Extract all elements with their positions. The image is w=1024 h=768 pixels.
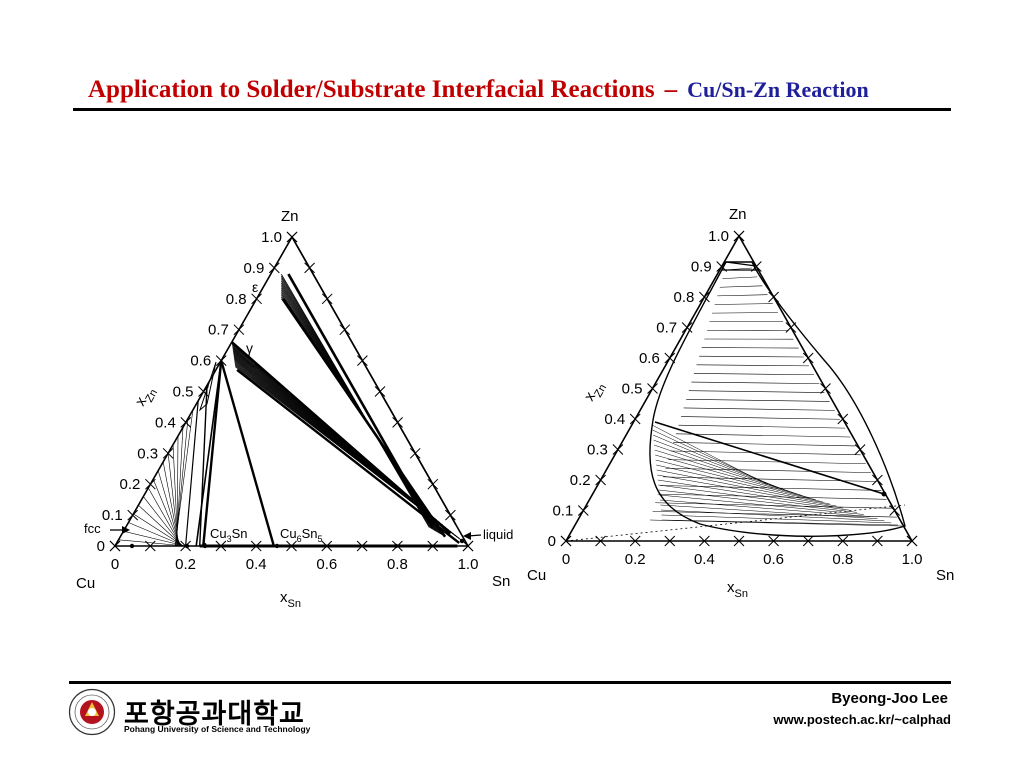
left-tick-label: 0 (548, 533, 556, 550)
bottom-tick-label: 0 (111, 556, 119, 573)
slide-title: Application to Solder/Substrate Interfac… (88, 76, 1008, 104)
x-axis-label: xSn (727, 579, 748, 600)
footer-rule (69, 681, 951, 684)
liquid-arrow (463, 532, 482, 540)
phase-point (184, 543, 190, 549)
bottom-tick-label: 0.8 (387, 556, 408, 573)
vertex-label-right: Sn (936, 567, 954, 584)
bottom-tick-label: 0.4 (246, 556, 267, 573)
phase-point (129, 543, 135, 549)
ternary-diagram-right: Zn Cu Sn 0 0.2 0.4 0.6 0.8 1.0 0 0.1 0.2 0.3 0.4 0… (527, 206, 954, 600)
left-tick-label: 0 (97, 538, 105, 555)
fcc-boundary (185, 400, 199, 547)
author-name: Byeong-Joo Lee (831, 690, 948, 707)
phase-label-cu6sn5: Cu6Sn5 (280, 526, 323, 544)
gamma-boundary-lower (236, 368, 460, 544)
left-tick-label: 0.4 (604, 411, 625, 428)
phase-label-fcc: fcc (84, 521, 101, 536)
phase-boundary (654, 421, 885, 495)
left-tick-label: 0.5 (622, 381, 643, 398)
gamma-cu6sn5-tieline (220, 360, 276, 547)
left-tick-label: 0.4 (155, 414, 176, 431)
vertex-label-top: Zn (729, 206, 747, 223)
left-tick-label: 0.2 (570, 472, 591, 489)
vertex-label-top: Zn (281, 208, 299, 225)
left-tick-label: 0.7 (208, 322, 229, 339)
left-tick-label: 0.3 (587, 442, 608, 459)
left-tick-label: 0.3 (137, 445, 158, 462)
title-underline (73, 108, 951, 111)
tieline-fan (649, 267, 903, 527)
epsilon-boundary-upper (287, 273, 434, 529)
vertex-label-right: Sn (492, 573, 510, 590)
ternary-diagram-left: Zn Cu Sn 0 0.2 0.4 0.6 0.8 1.0 0 0.1 0.2 0.3 0.4 0… (76, 208, 513, 610)
phase-label-cu3sn: Cu3Sn (210, 526, 248, 544)
gamma-lens (198, 361, 217, 412)
title-separator: – (664, 76, 678, 103)
bottom-tick-label: 1.0 (458, 556, 479, 573)
university-name-korean: 포항공과대학교 (124, 699, 305, 730)
gamma-cu3sn-tieline (202, 360, 223, 547)
phase-label-gamma: γ (246, 340, 253, 356)
bottom-tick-label: 1.0 (902, 551, 923, 568)
zn-liquid-boundary (293, 239, 457, 525)
epsilon-boundary-lower (282, 298, 447, 538)
title-sub: Cu/Sn-Zn Reaction (687, 77, 869, 102)
bottom-tick-label: 0.6 (316, 556, 337, 573)
top-tieline (725, 261, 757, 267)
phase-point (881, 491, 887, 497)
phase-label-epsilon: ε (252, 279, 258, 295)
phase-point (393, 543, 399, 549)
left-tick-label: 0.9 (691, 259, 712, 276)
bottom-tick-label: 0.8 (832, 551, 853, 568)
postech-emblem-icon (68, 688, 116, 736)
bottom-tick-label: 0.2 (175, 556, 196, 573)
gamma-cu3sn-tieline-2 (195, 360, 222, 547)
phase-point (274, 543, 280, 549)
left-tick-label: 0.6 (190, 353, 211, 370)
left-tick-label: 0.2 (120, 476, 141, 493)
vertex-label-left: Cu (527, 567, 546, 584)
left-tick-label: 0.6 (639, 350, 660, 367)
left-tick-label: 1.0 (261, 229, 282, 246)
bottom-tick-label: 0.4 (694, 551, 715, 568)
left-tick-label: 1.0 (708, 228, 729, 245)
left-tick-label: 0.7 (656, 320, 677, 337)
left-tick-label: 0.8 (226, 291, 247, 308)
fcc-tieline-fan (118, 410, 194, 547)
left-axis-label: xZn (581, 378, 609, 406)
triangle-outline (564, 234, 914, 542)
left-tick-label: 0.8 (674, 289, 695, 306)
gamma-boundary-upper (231, 341, 452, 535)
left-tick-label: 0.1 (552, 503, 573, 520)
footer-url[interactable]: www.postech.ac.kr/~calphad (773, 712, 951, 727)
liquid-boundary (649, 261, 906, 537)
x-axis-label: xSn (280, 589, 301, 610)
phase-point (459, 538, 465, 544)
vertex-label-left: Cu (76, 575, 95, 592)
phase-label-liquid: liquid (483, 527, 513, 542)
left-tick-label: 0.5 (173, 384, 194, 401)
university-name-english: Pohang University of Science and Technol… (124, 724, 311, 734)
gamma-boundary-left (199, 385, 208, 547)
phase-point (202, 543, 208, 549)
left-tick-label: 0.1 (102, 507, 123, 524)
dotted-tieline (565, 504, 906, 542)
bottom-tick-label: 0.6 (763, 551, 784, 568)
title-main: Application to Solder/Substrate Interfac… (88, 76, 655, 103)
bottom-tick-label: 0 (562, 551, 570, 568)
bottom-tick-label: 0.2 (625, 551, 646, 568)
tieline-fan-lower (651, 424, 899, 526)
left-tick-label: 0.9 (243, 260, 264, 277)
fcc-arrow (110, 526, 130, 534)
left-axis-label: xZn (132, 383, 160, 411)
